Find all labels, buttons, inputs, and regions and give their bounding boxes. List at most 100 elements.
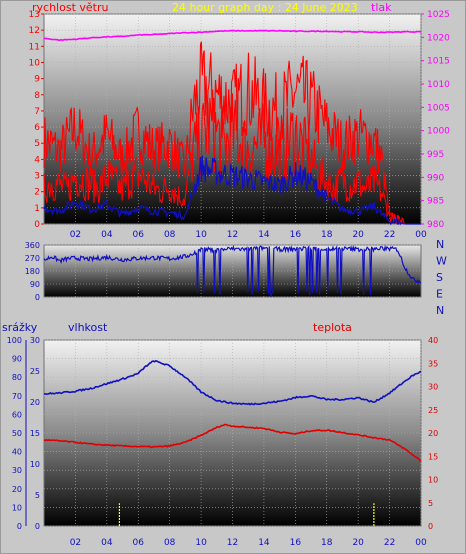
rain-tick-label: 90 (12, 355, 22, 364)
x-tick-label: 10 (195, 538, 207, 548)
pressure-tick-label: 1025 (427, 10, 450, 20)
x-tick-label: 06 (133, 230, 145, 240)
x-tick-label: 00 (415, 230, 427, 240)
x-tick-label: 10 (195, 230, 207, 240)
temperature-tick-label: 35 (428, 359, 438, 368)
x-tick-label: 04 (101, 538, 113, 548)
humidity-axis-label: vlhkost (68, 321, 108, 334)
compass-label: W (436, 255, 447, 268)
direction-tick-label: 360 (25, 241, 40, 250)
rain-tick-label: 80 (12, 373, 22, 382)
humidity-tick-label: 15 (30, 429, 40, 438)
rain-tick-label: 30 (12, 466, 22, 475)
temperature-tick-label: 5 (428, 499, 433, 508)
humidity-tick-label: 20 (30, 398, 40, 407)
x-tick-label: 02 (70, 538, 81, 548)
wind-speed-series (43, 89, 421, 225)
x-tick-label: 20 (352, 538, 364, 548)
pressure-tick-label: 995 (427, 150, 444, 160)
x-tick-label: 16 (290, 230, 302, 240)
chart-title: 24 hour graph day : 24 June 2023 (172, 1, 358, 14)
x-tick-label: 14 (258, 538, 270, 548)
temperature-tick-label: 20 (428, 429, 438, 438)
x-tick-label: 06 (133, 538, 145, 548)
direction-tick-label: 90 (30, 280, 40, 289)
x-tick-label: 16 (290, 538, 302, 548)
temperature-tick-label: 25 (428, 406, 438, 415)
x-tick-label: 02 (70, 230, 81, 240)
direction-tick-label: 0 (35, 293, 40, 302)
wind-tick-label: 8 (34, 91, 40, 101)
pressure-tick-label: 980 (427, 220, 444, 230)
wind-tick-label: 6 (34, 123, 40, 133)
wind-tick-label: 2 (34, 188, 40, 198)
wind-axis-label: rychlost větru (32, 1, 108, 14)
wind-tick-label: 3 (34, 172, 40, 182)
temperature-tick-label: 30 (428, 383, 438, 392)
x-tick-label: 22 (384, 538, 395, 548)
wind-average-series (43, 155, 421, 226)
temperature-tick-label: 10 (428, 476, 438, 485)
humidity-series (43, 360, 422, 406)
pressure-tick-label: 1010 (427, 80, 450, 90)
wind-pressure-panel: rychlost větru 24 hour graph day : 24 Ju… (29, 1, 451, 240)
humidity-tick-label: 0 (35, 522, 40, 531)
wind-tick-label: 10 (29, 58, 41, 68)
gust-series (43, 41, 421, 225)
x-tick-label: 12 (227, 538, 238, 548)
wind-tick-label: 0 (34, 220, 40, 230)
wind-tick-label: 4 (34, 155, 40, 165)
pressure-series (43, 29, 422, 42)
rain-tick-label: 60 (12, 410, 22, 419)
wind-tick-label: 12 (29, 26, 40, 36)
wind-direction-series (43, 244, 422, 298)
humidity-tick-label: 5 (35, 491, 40, 500)
x-tick-label: 08 (164, 538, 176, 548)
x-tick-label: 22 (384, 230, 395, 240)
compass-label: N (436, 304, 444, 317)
wind-tick-label: 7 (34, 107, 40, 117)
pressure-tick-label: 1000 (427, 127, 450, 137)
humidity-tick-label: 30 (30, 336, 40, 345)
humidity-temperature-panel: srážky vlhkost teplota 01020304050607080… (2, 321, 438, 548)
temperature-tick-label: 15 (428, 452, 438, 461)
wind-tick-label: 13 (29, 10, 40, 20)
rain-tick-label: 10 (12, 503, 22, 512)
rain-tick-label: 40 (12, 448, 22, 457)
x-tick-label: 14 (258, 230, 270, 240)
plot-area-direction (43, 244, 422, 298)
x-tick-label: 08 (164, 230, 176, 240)
temperature-tick-label: 0 (428, 522, 433, 531)
x-tick-label: 18 (321, 538, 333, 548)
rain-tick-label: 0 (17, 522, 22, 531)
humidity-tick-label: 10 (30, 460, 40, 469)
rain-tick-label: 100 (7, 336, 22, 345)
wind-tick-label: 11 (29, 42, 40, 52)
direction-tick-label: 180 (25, 267, 40, 276)
pressure-tick-label: 990 (427, 173, 444, 183)
x-tick-label: 18 (321, 230, 333, 240)
humidity-tick-label: 25 (30, 367, 40, 376)
x-tick-label: 12 (227, 230, 238, 240)
compass-label: S (436, 271, 443, 284)
x-tick-label: 20 (352, 230, 364, 240)
wind-tick-label: 9 (34, 75, 40, 85)
temperature-axis-label: teplota (313, 321, 352, 334)
rain-tick-label: 50 (12, 429, 22, 438)
rain-tick-label: 20 (12, 485, 22, 494)
direction-tick-label: 270 (25, 254, 40, 263)
temperature-series (43, 423, 422, 462)
x-tick-label: 04 (101, 230, 113, 240)
x-tick-label: 00 (415, 538, 427, 548)
pressure-tick-label: 1015 (427, 57, 450, 67)
temperature-tick-label: 40 (428, 336, 438, 345)
pressure-axis-label: tlak (371, 1, 392, 14)
wind-tick-label: 1 (34, 204, 40, 214)
pressure-tick-label: 985 (427, 197, 444, 207)
compass-label: N (436, 238, 444, 251)
compass-label: E (436, 288, 443, 301)
pressure-tick-label: 1020 (427, 33, 450, 43)
pressure-tick-label: 1005 (427, 103, 450, 113)
